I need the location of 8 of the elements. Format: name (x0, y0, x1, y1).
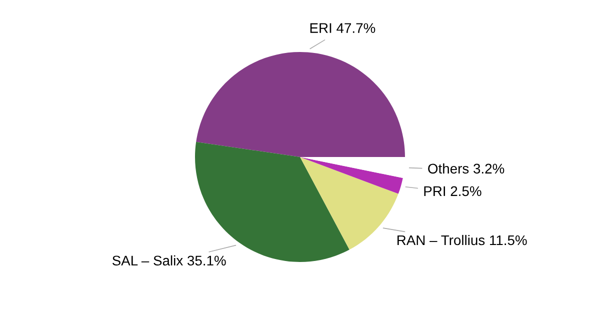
pie-slice (300, 157, 403, 194)
slice-label: Others 3.2% (428, 163, 504, 174)
slice-label: RAN – Trollius 11.5% (397, 234, 527, 246)
slice-label: PRI 2.5% (424, 186, 482, 196)
slice-label: ERI 47.7% (310, 23, 376, 33)
pie-slice (300, 157, 398, 250)
slice-label: SAL – Salix 35.1% (112, 255, 226, 266)
pie-slice (196, 52, 405, 157)
